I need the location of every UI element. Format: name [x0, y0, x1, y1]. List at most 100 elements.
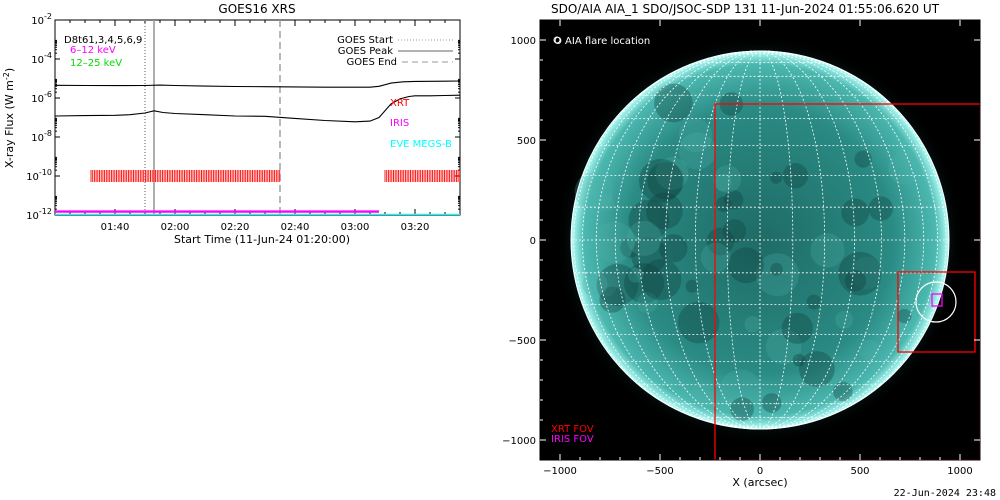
label-eve-megs-b: EVE MEGS-B: [390, 139, 452, 150]
aia-131-panel: SDO/AIA AIA_1 SDO/JSOC-SDP 131 11-Jun-20…: [502, 2, 981, 489]
longitude-line: [726, 50, 761, 430]
longitude-line: [759, 50, 925, 430]
disk-texture-blob: [897, 308, 912, 324]
aia-x-tick-label: −500: [646, 466, 673, 477]
goes-chart-title: GOES16 XRS: [218, 2, 295, 16]
disk-texture-blob: [639, 158, 683, 203]
goes-event-lines: [144, 20, 281, 215]
disk-texture-blob: [723, 190, 744, 210]
disk-texture-blob: [596, 264, 639, 306]
aia-chart-title: SDO/AIA AIA_1 SDO/JSOC-SDP 131 11-Jun-20…: [551, 2, 940, 16]
fov-box: [714, 103, 980, 460]
flare-location-marker: [915, 281, 957, 323]
legend-goes-peak: GOES Peak: [338, 46, 393, 57]
goes-series-line: [55, 94, 460, 123]
disk-texture-blob: [659, 234, 688, 263]
aia-x-axis-label: X (arcsec): [732, 476, 787, 489]
longitude-line: [665, 50, 761, 430]
aia-y-tick-label: −1000: [502, 436, 536, 447]
goes-x-tick-label: 03:20: [401, 222, 430, 233]
fov-box: [897, 271, 976, 353]
footer-timestamp: 22-Jun-2024 23:48: [893, 488, 996, 499]
goes-x-axis-label: Start Time (11-Jun-24 01:20:00): [174, 233, 350, 246]
disk-texture-blob: [685, 279, 699, 293]
legend-iris-fov: IRIS FOV: [551, 434, 594, 445]
disk-texture-blob: [868, 196, 893, 221]
fov-box: [931, 293, 943, 307]
disk-texture-blob: [765, 328, 802, 365]
aia-y-tick-label: 0: [530, 236, 536, 247]
disk-texture-blob: [833, 381, 853, 402]
disk-texture-blob: [770, 262, 783, 276]
disk-texture-blob: [678, 132, 716, 170]
disk-texture-blob: [755, 253, 799, 297]
aia-x-tick-label: 0: [757, 466, 763, 477]
legend-detector-header: D8t61,3,4,5,6,9: [64, 35, 142, 46]
disk-texture-blob: [728, 247, 764, 284]
disk-texture-blob: [647, 162, 685, 200]
legend-6-12kev: 6–12 keV: [70, 45, 116, 56]
goes-y-tick-label: 10-10: [26, 168, 52, 183]
disk-texture-blob: [715, 196, 732, 212]
aia-y-tick-label: 1000: [511, 36, 536, 47]
disk-texture-blob: [888, 152, 921, 185]
aia-y-tick-label: −500: [509, 336, 536, 347]
disk-texture-blob: [627, 267, 644, 283]
disk-texture-blob: [640, 259, 682, 301]
aia-x-tick-label: 1000: [947, 466, 972, 477]
flare-legend-circle-icon: [553, 36, 561, 44]
disk-texture-blob: [626, 220, 662, 256]
disk-texture-blob: [691, 383, 716, 409]
flare-location-legend: O AIA flare location: [554, 36, 650, 47]
label-xrt: XRT: [390, 98, 410, 109]
instrument-coverage: [55, 170, 460, 215]
goes-x-tick-label: 02:40: [281, 222, 310, 233]
solar-limb: [570, 50, 950, 430]
longitude-line: [759, 50, 826, 430]
disk-texture-blob: [770, 171, 783, 184]
goes-y-axis: 10-12 10-10 10-8 10-6 10-4 10-2: [26, 12, 460, 222]
goes-y-tick-label: 10-8: [31, 129, 52, 144]
goes-series-line: [55, 80, 460, 88]
disk-texture-blob: [806, 294, 822, 310]
disk-texture-blob: [799, 351, 835, 387]
disk-texture-blob: [678, 118, 713, 153]
disk-texture-blob: [582, 271, 608, 297]
disk-texture: [574, 83, 921, 421]
disk-texture-blob: [590, 270, 618, 298]
disk-texture-blob: [730, 397, 754, 421]
longitude-line: [759, 50, 855, 430]
disk-texture-blob: [636, 292, 658, 314]
disk-texture-blob: [838, 251, 882, 296]
goes-xrs-panel: GOES16 XRS 10-12 10-10 10-8 10-6 10-4 10-2 01…: [2, 2, 461, 246]
longitude-line: [759, 50, 939, 430]
disk-texture-blob: [854, 150, 872, 168]
disk-texture-blob: [646, 192, 683, 230]
disk-texture-blob: [620, 237, 640, 258]
goes-y-tick-label: 10-6: [31, 90, 52, 105]
aia-x-tick-label: 500: [850, 466, 869, 477]
goes-y-tick-label: 10-2: [31, 12, 52, 27]
legend-xrt-fov: XRT FOV: [551, 424, 594, 435]
disk-texture-blob: [714, 173, 732, 192]
label-iris: IRIS: [390, 118, 409, 129]
disk-texture-blob: [835, 310, 854, 329]
aia-x-tick-label: −1000: [543, 466, 577, 477]
disk-texture-blob: [859, 339, 880, 360]
goes-x-tick-label: 01:40: [101, 222, 130, 233]
goes-series: [55, 80, 460, 123]
heliographic-grid: [570, 50, 950, 430]
goes-x-tick-label: 02:20: [221, 222, 250, 233]
fov-boxes: [714, 103, 980, 460]
goes-y-axis-label: X-ray Flux (W m-2): [2, 68, 16, 168]
goes-x-tick-label: 03:00: [341, 222, 370, 233]
goes-legend-right: GOES Start GOES Peak GOES End: [337, 35, 453, 68]
disk-texture-blob: [744, 316, 761, 333]
disk-texture-blob: [713, 165, 742, 193]
longitude-line: [759, 50, 794, 430]
goes-legend-left: D8t61,3,4,5,6,9 6–12 keV 12–25 keV: [64, 35, 142, 69]
longitude-line: [694, 50, 761, 430]
longitude-line: [581, 50, 761, 430]
longitude-line: [759, 50, 882, 430]
